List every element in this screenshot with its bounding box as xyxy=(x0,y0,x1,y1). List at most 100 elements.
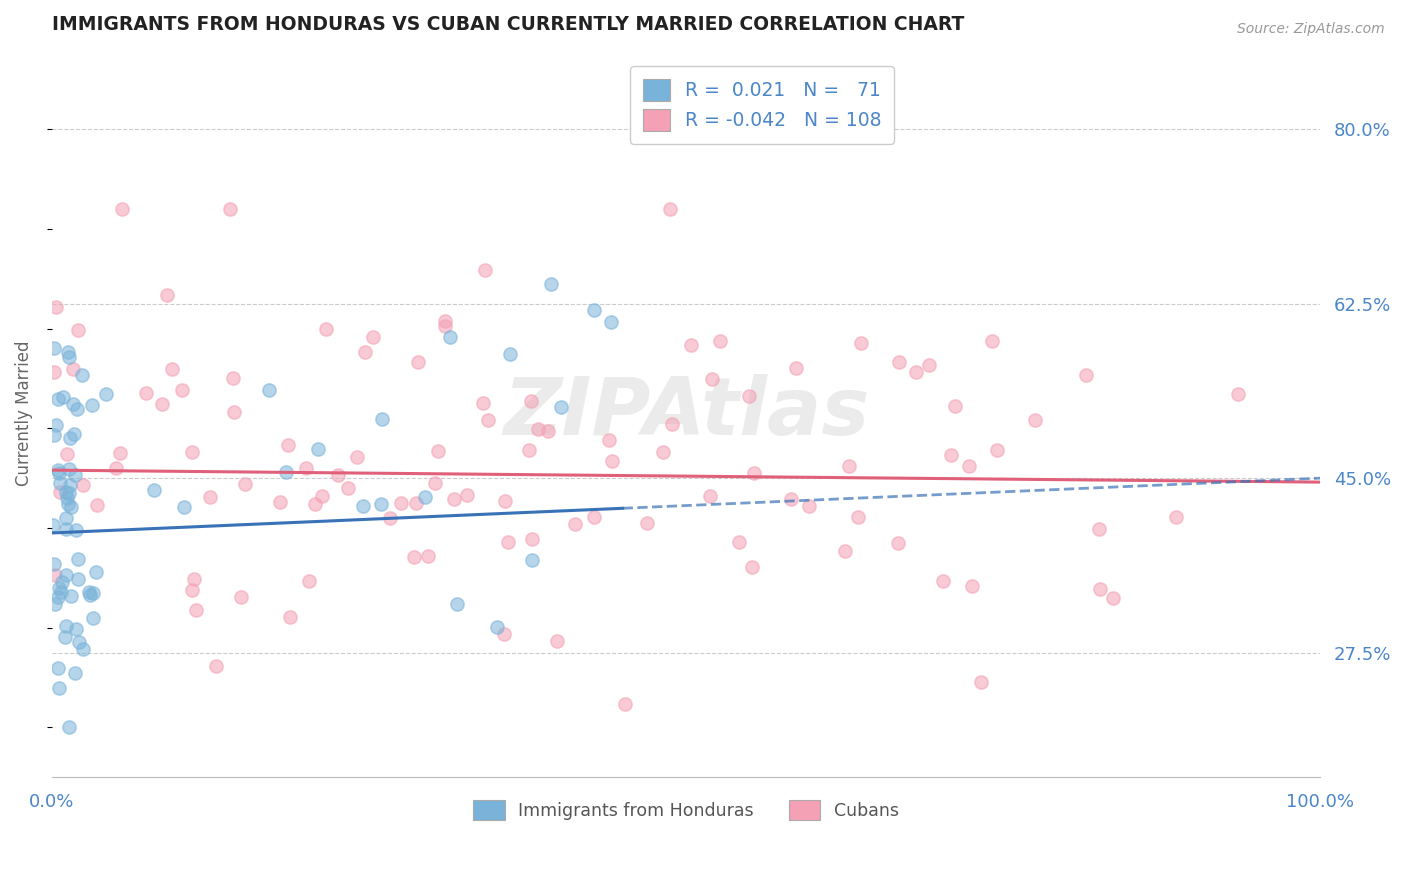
Text: IMMIGRANTS FROM HONDURAS VS CUBAN CURRENTLY MARRIED CORRELATION CHART: IMMIGRANTS FROM HONDURAS VS CUBAN CURREN… xyxy=(52,15,965,34)
Point xyxy=(389,496,412,510)
Point xyxy=(443,491,465,506)
Point xyxy=(65,622,87,636)
Point xyxy=(52,390,75,404)
Point xyxy=(413,490,436,504)
Point xyxy=(546,633,568,648)
Point xyxy=(517,443,540,458)
Point xyxy=(353,344,375,359)
Point xyxy=(298,574,321,588)
Point xyxy=(55,618,77,632)
Point xyxy=(307,442,329,457)
Point xyxy=(66,552,89,566)
Point xyxy=(960,579,983,593)
Point xyxy=(160,362,183,376)
Point xyxy=(58,720,80,734)
Point xyxy=(614,698,637,712)
Point xyxy=(848,509,870,524)
Point xyxy=(834,544,856,558)
Point xyxy=(67,635,90,649)
Point xyxy=(62,397,84,411)
Point xyxy=(41,517,63,532)
Point xyxy=(1102,591,1125,605)
Point xyxy=(110,202,132,216)
Point xyxy=(274,466,297,480)
Point xyxy=(58,350,80,364)
Point xyxy=(699,490,721,504)
Point xyxy=(46,392,69,406)
Point xyxy=(537,424,560,438)
Point xyxy=(62,362,84,376)
Point xyxy=(1164,510,1187,524)
Point xyxy=(600,315,623,329)
Point xyxy=(472,396,495,410)
Point xyxy=(108,446,131,460)
Point xyxy=(943,399,966,413)
Point xyxy=(46,463,69,477)
Point xyxy=(59,589,82,603)
Point xyxy=(219,202,242,216)
Point xyxy=(520,393,543,408)
Point xyxy=(44,428,66,442)
Point xyxy=(224,405,246,419)
Point xyxy=(494,493,516,508)
Point xyxy=(278,609,301,624)
Point xyxy=(44,341,66,355)
Point xyxy=(233,476,256,491)
Point xyxy=(405,495,427,509)
Point xyxy=(58,497,80,511)
Point xyxy=(700,372,723,386)
Text: ZIPAtlas: ZIPAtlas xyxy=(503,375,869,452)
Point xyxy=(79,584,101,599)
Point xyxy=(425,476,447,491)
Point xyxy=(63,426,86,441)
Point xyxy=(1076,368,1098,382)
Point xyxy=(44,568,66,582)
Point xyxy=(58,462,80,476)
Point xyxy=(55,522,77,536)
Point xyxy=(408,354,430,368)
Point xyxy=(58,486,80,500)
Point xyxy=(84,566,107,580)
Point xyxy=(652,444,675,458)
Point xyxy=(522,552,544,566)
Text: Source: ZipAtlas.com: Source: ZipAtlas.com xyxy=(1237,22,1385,37)
Point xyxy=(371,411,394,425)
Point xyxy=(269,495,291,509)
Point xyxy=(550,400,572,414)
Point xyxy=(56,447,79,461)
Point xyxy=(59,477,82,491)
Point xyxy=(48,681,70,695)
Point xyxy=(402,550,425,565)
Point xyxy=(456,488,478,502)
Point xyxy=(135,386,157,401)
Point xyxy=(205,659,228,673)
Point xyxy=(56,344,79,359)
Point xyxy=(79,588,101,602)
Point xyxy=(337,481,360,495)
Point xyxy=(477,413,499,427)
Point xyxy=(492,627,515,641)
Point xyxy=(44,597,66,611)
Point xyxy=(156,288,179,302)
Point xyxy=(55,511,77,525)
Point xyxy=(183,572,205,586)
Point xyxy=(42,557,65,571)
Point xyxy=(851,335,873,350)
Point xyxy=(380,510,402,524)
Point xyxy=(82,585,104,599)
Point xyxy=(446,597,468,611)
Legend: Immigrants from Honduras, Cubans: Immigrants from Honduras, Cubans xyxy=(467,793,905,827)
Point xyxy=(49,476,72,491)
Point xyxy=(582,303,605,318)
Y-axis label: Currently Married: Currently Married xyxy=(15,341,32,486)
Point xyxy=(918,358,941,372)
Point xyxy=(53,630,76,644)
Point xyxy=(42,365,65,379)
Point xyxy=(439,330,461,344)
Point xyxy=(82,611,104,625)
Point xyxy=(48,466,70,480)
Point xyxy=(45,418,67,433)
Point xyxy=(104,461,127,475)
Point xyxy=(496,534,519,549)
Point xyxy=(527,421,550,435)
